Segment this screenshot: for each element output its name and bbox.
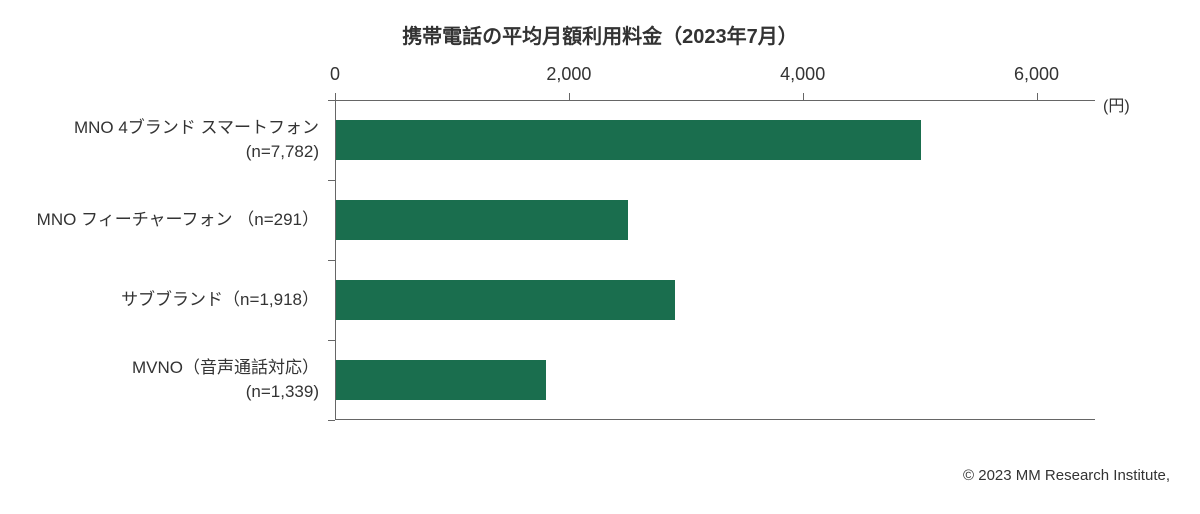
chart-container: 携帯電話の平均月額利用料金（2023年7月） 02,0004,0006,000(… xyxy=(0,0,1200,514)
x-axis-unit-label: (円) xyxy=(1103,92,1130,116)
y-axis-tick-mark xyxy=(328,260,335,261)
x-axis-tick-label: 2,000 xyxy=(546,64,591,85)
y-axis-tick-mark xyxy=(328,100,335,101)
copyright-text: © 2023 MM Research Institute, xyxy=(963,467,1170,484)
y-axis-tick-mark xyxy=(328,180,335,181)
x-axis-tick-mark xyxy=(569,93,570,100)
bar xyxy=(336,200,628,240)
y-axis-tick-mark xyxy=(328,340,335,341)
bar xyxy=(336,360,546,400)
y-axis-category-label: MNO フィーチャーフォン （n=291） xyxy=(37,208,319,232)
y-axis-category-label: MNO 4ブランド スマートフォン (n=7,782) xyxy=(74,116,319,164)
x-axis-tick-mark xyxy=(335,93,336,100)
x-axis-tick-mark xyxy=(803,93,804,100)
x-axis-tick-mark xyxy=(1037,93,1038,100)
bar xyxy=(336,120,921,160)
x-axis-tick-label: 6,000 xyxy=(1014,64,1059,85)
y-axis-tick-mark xyxy=(328,420,335,421)
bar xyxy=(336,280,675,320)
y-axis-category-label: サブブランド（n=1,918） xyxy=(121,288,319,312)
chart-plot-region: 0 2,000 4,000 6,000 (円) MNO 4ブランド スマートフォン (n=… xyxy=(0,0,1200,514)
x-axis-tick-label: 0 xyxy=(330,64,340,85)
y-axis-category-label: MVNO（音声通話対応） (n=1,339) xyxy=(132,356,319,404)
x-axis-tick-label: 4,000 xyxy=(780,64,825,85)
